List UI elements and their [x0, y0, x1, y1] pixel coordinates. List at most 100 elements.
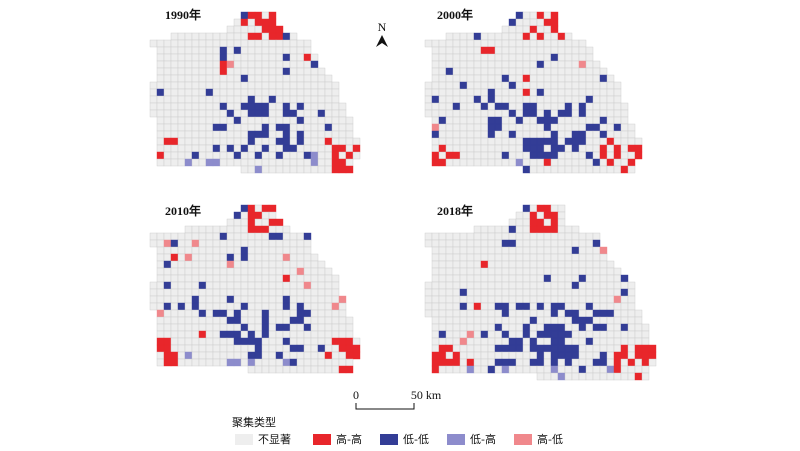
grid-cell [254, 67, 263, 76]
grid-cell [557, 102, 566, 111]
grid-cell [261, 109, 270, 118]
grid-cell [578, 39, 587, 48]
grid-cell [275, 32, 284, 41]
grid-cell [571, 239, 580, 248]
grid-cell [170, 74, 179, 83]
grid-cell [606, 267, 615, 276]
grid-cell [317, 123, 326, 132]
grid-cell [247, 165, 256, 174]
grid-cell [550, 123, 559, 132]
grid-cell [515, 232, 524, 241]
grid-cell [431, 67, 440, 76]
grid-cell [585, 358, 594, 367]
grid-cell [156, 130, 165, 139]
grid-cell [438, 274, 447, 283]
grid-cell [177, 344, 186, 353]
grid-cell [324, 274, 333, 283]
grid-cell [592, 309, 601, 318]
grid-cell [431, 365, 440, 374]
grid-cell [501, 323, 510, 332]
grid-cell [247, 267, 256, 276]
grid-cell [254, 130, 263, 139]
grid-cell [459, 316, 468, 325]
grid-cell [205, 123, 214, 132]
grid-cell [522, 330, 531, 339]
grid-cell [543, 67, 552, 76]
grid-cell [494, 130, 503, 139]
grid-cell [494, 158, 503, 167]
grid-cell [296, 88, 305, 97]
grid-cell [296, 67, 305, 76]
grid-cell [191, 151, 200, 160]
grid-cell [480, 32, 489, 41]
grid-cell [431, 260, 440, 269]
grid-cell [170, 151, 179, 160]
grid-cell [501, 330, 510, 339]
grid-cell [268, 365, 277, 374]
grid-cell [275, 295, 284, 304]
grid-cell [557, 358, 566, 367]
grid-cell [261, 330, 270, 339]
grid-cell [613, 365, 622, 374]
grid-cell [282, 246, 291, 255]
grid-cell [198, 109, 207, 118]
grid-cell [303, 358, 312, 367]
grid-cell [571, 102, 580, 111]
grid-cell [177, 109, 186, 118]
grid-cell [317, 88, 326, 97]
grid-cell [198, 137, 207, 146]
grid-cell [494, 46, 503, 55]
grid-cell [254, 239, 263, 248]
grid-cell [543, 109, 552, 118]
grid-cell [345, 151, 354, 160]
grid-cell [480, 39, 489, 48]
grid-cell [536, 144, 545, 153]
grid-cell [191, 225, 200, 234]
grid-cell [550, 232, 559, 241]
grid-cell [620, 344, 629, 353]
grid-cell [536, 95, 545, 104]
panel-title: 1990年 [165, 7, 201, 22]
grid-cell [438, 102, 447, 111]
grid-cell [522, 130, 531, 139]
grid-cell [522, 95, 531, 104]
grid-cell [226, 137, 235, 146]
grid-cell [254, 88, 263, 97]
grid-cell [627, 351, 636, 360]
grid-cell [501, 151, 510, 160]
grid-cell [634, 309, 643, 318]
grid-cell [247, 330, 256, 339]
grid-cell [198, 60, 207, 69]
grid-cell [459, 88, 468, 97]
grid-cell [508, 81, 517, 90]
grid-cell [233, 39, 242, 48]
grid-cell [599, 102, 608, 111]
grid-cell [508, 88, 517, 97]
grid-cell [578, 344, 587, 353]
grid-cell [634, 330, 643, 339]
grid-cell [487, 74, 496, 83]
grid-cell [620, 288, 629, 297]
grid-cell [620, 102, 629, 111]
grid-cell [424, 232, 433, 241]
grid-cell [613, 123, 622, 132]
grid-cell [310, 81, 319, 90]
grid-cell [177, 330, 186, 339]
grid-cell [613, 351, 622, 360]
grid-cell [310, 365, 319, 374]
grid-cell [163, 330, 172, 339]
grid-cell [599, 67, 608, 76]
grid-cell [282, 67, 291, 76]
grid-cell [352, 351, 361, 360]
grid-cell [317, 330, 326, 339]
grid-cell [536, 32, 545, 41]
grid-cell [219, 116, 228, 125]
grid-cell [303, 281, 312, 290]
grid-cell [480, 239, 489, 248]
grid-cell [345, 144, 354, 153]
grid-cell [219, 81, 228, 90]
grid-cell [599, 323, 608, 332]
grid-cell [634, 337, 643, 346]
grid-cell [282, 225, 291, 234]
grid-cell [557, 53, 566, 62]
